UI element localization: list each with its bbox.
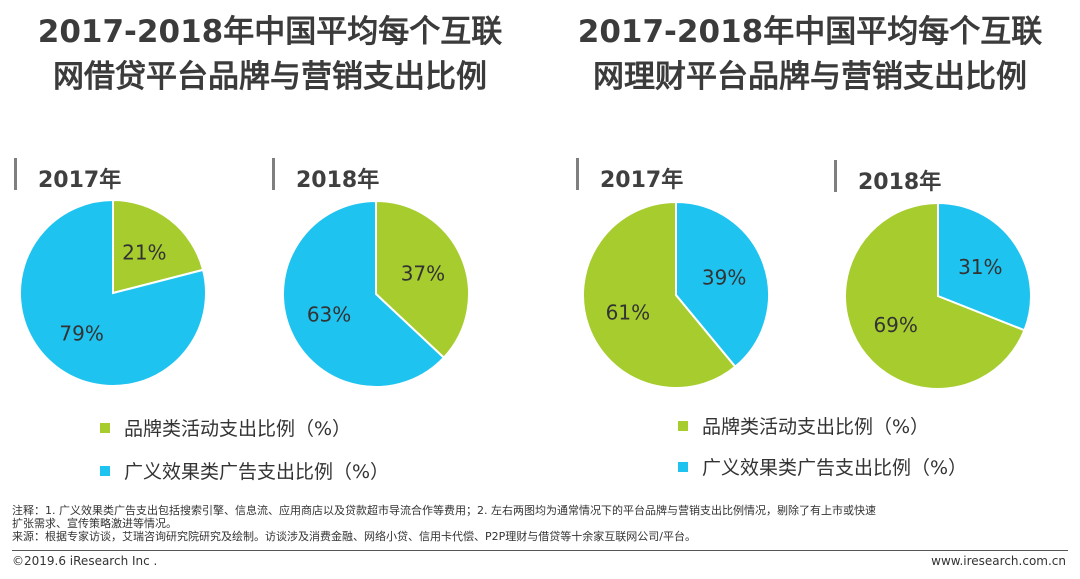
pie-data-label: 37% <box>401 262 445 286</box>
pie-slice-ad <box>282 199 446 388</box>
title-right-line2: 网理财平台品牌与营销支出比例 <box>593 59 1027 95</box>
pie-data-label: 39% <box>702 266 746 290</box>
legend-swatch-brand <box>678 420 688 431</box>
pie-slice-ad <box>675 200 770 369</box>
pie-slice-brand <box>844 201 1026 390</box>
year-divider <box>14 158 17 190</box>
pie-data-label: 69% <box>873 313 917 337</box>
pie-data-label: 21% <box>122 241 166 265</box>
legend-swatch-brand <box>100 422 110 433</box>
pie-slice-brand <box>375 199 470 360</box>
year-label-right-2018: 2018年 <box>834 160 942 196</box>
website-link[interactable]: www.iresearch.com.cn <box>931 554 1066 568</box>
year-divider <box>272 158 275 190</box>
pie-data-label: 31% <box>958 255 1002 279</box>
legend-swatch-ad <box>678 461 688 472</box>
year-label-left-2017: 2017年 <box>14 158 122 194</box>
year-text: 2017年 <box>600 168 684 193</box>
year-text: 2018年 <box>296 168 380 193</box>
chart-title-left: 2017-2018年中国平均每个互联 网借贷平台品牌与营销支出比例 <box>0 10 540 100</box>
legend-label-brand: 品牌类活动支出比例（%） <box>124 418 352 440</box>
title-left-line2: 网借贷平台品牌与营销支出比例 <box>53 59 487 95</box>
year-label-right-2017: 2017年 <box>576 158 684 194</box>
footer-divider <box>12 550 1068 551</box>
legend-swatch-ad <box>100 465 110 476</box>
legend-item-brand-left: 品牌类活动支出比例（%） <box>100 414 351 441</box>
year-label-left-2018: 2018年 <box>272 158 380 194</box>
legend-label-ad: 广义效果类广告支出比例（%） <box>124 461 390 483</box>
pie-slice-brand <box>582 200 737 389</box>
title-right-line1: 2017-2018年中国平均每个互联 <box>577 14 1043 50</box>
title-left-line1: 2017-2018年中国平均每个互联 <box>37 14 503 50</box>
legend-item-ad-right: 广义效果类广告支出比例（%） <box>678 453 967 480</box>
legend-item-brand-right: 品牌类活动支出比例（%） <box>678 412 929 439</box>
legend-label-ad: 广义效果类广告支出比例（%） <box>702 457 968 479</box>
note-line-2: 扩张需求、宣传策略激进等情况。 <box>12 517 177 530</box>
source-line: 来源：根据专家访谈，艾瑞咨询研究院研究及绘制。访谈涉及消费金融、网络小贷、信用卡… <box>12 530 696 543</box>
pie-data-label: 63% <box>307 302 351 326</box>
year-divider <box>576 158 579 190</box>
copyright: ©2019.6 iResearch Inc . <box>12 554 158 568</box>
legend-item-ad-left: 广义效果类广告支出比例（%） <box>100 457 389 484</box>
chart-title-right: 2017-2018年中国平均每个互联 网理财平台品牌与营销支出比例 <box>540 10 1080 100</box>
year-text: 2017年 <box>38 168 122 193</box>
pie-slice-ad <box>19 198 207 387</box>
year-divider <box>834 160 837 192</box>
year-text: 2018年 <box>858 170 942 195</box>
note-line-1: 注释：1. 广义效果类广告支出包括搜索引擎、信息流、应用商店以及贷款超市导流合作… <box>12 504 876 517</box>
pie-data-label: 79% <box>59 321 103 345</box>
pie-slice-ad <box>937 201 1032 332</box>
pie-data-label: 61% <box>606 300 650 324</box>
pie-slice-brand <box>112 198 205 295</box>
legend-label-brand: 品牌类活动支出比例（%） <box>702 416 930 438</box>
footnotes: 注释：1. 广义效果类广告支出包括搜索引擎、信息流、应用商店以及贷款超市导流合作… <box>12 504 1072 543</box>
